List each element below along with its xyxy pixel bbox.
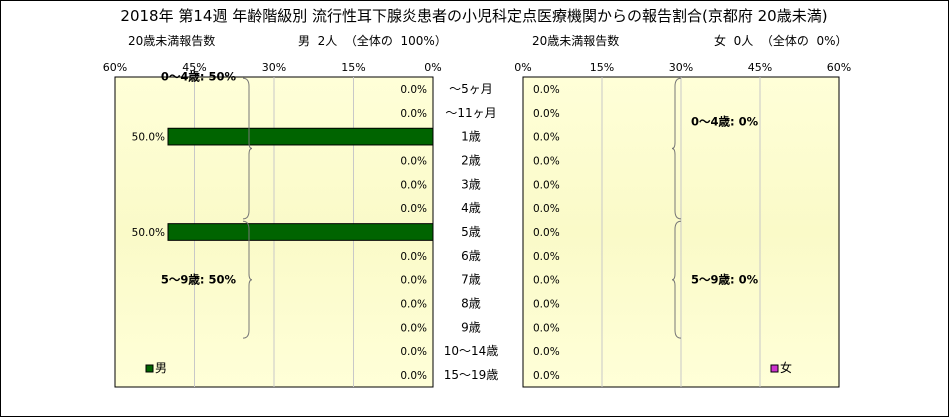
- age-category-label: 9歳: [461, 320, 481, 334]
- female-value-label: 0.0%: [533, 322, 560, 334]
- female-value-label: 0.0%: [533, 108, 560, 120]
- left-group-brace: [242, 77, 253, 220]
- right-x-tick-label: 0%: [514, 61, 531, 74]
- female-value-label: 0.0%: [533, 251, 560, 263]
- female-value-label: 0.0%: [533, 370, 560, 382]
- age-category-label: 8歳: [461, 297, 481, 311]
- right-group-brace: [671, 77, 682, 220]
- female-value-label: 0.0%: [533, 227, 560, 239]
- right-group-label: 0～4歳: 0%: [691, 115, 759, 129]
- age-category-label: 1歳: [461, 130, 481, 144]
- female-value-label: 0.0%: [533, 275, 560, 287]
- age-category-label: 6歳: [461, 249, 481, 263]
- male-value-label: 0.0%: [400, 299, 427, 311]
- right-x-tick-label: 15%: [590, 61, 614, 74]
- left-group-brace: [242, 220, 253, 339]
- female-value-label: 0.0%: [533, 132, 560, 144]
- female-legend-label: 女: [780, 360, 792, 375]
- male-value-label: 0.0%: [400, 203, 427, 215]
- male-bar: [167, 127, 434, 146]
- age-category-label: 3歳: [461, 177, 481, 191]
- chart-title: 2018年 第14週 年齢階級別 流行性耳下腺炎患者の小児科定点医療機関からの報…: [120, 7, 827, 25]
- left-x-tick-label: 60%: [103, 61, 127, 74]
- female-value-label: 0.0%: [533, 299, 560, 311]
- right-subtitle: 20歳未満報告数: [532, 33, 619, 48]
- male-value-label: 0.0%: [400, 346, 427, 358]
- male-value-label: 0.0%: [400, 179, 427, 191]
- female-legend-swatch: [770, 364, 779, 373]
- male-value-label: 0.0%: [400, 84, 427, 96]
- male-value-label: 50.0%: [132, 227, 165, 239]
- left-subtitle: 20歳未満報告数: [128, 33, 215, 48]
- female-value-label: 0.0%: [533, 155, 560, 167]
- male-bar: [167, 223, 434, 241]
- age-category-label: ～5ヶ月: [449, 82, 493, 96]
- age-category-label: 5歳: [461, 225, 481, 239]
- left-summary: 男 2人 （全体の 100%）: [298, 33, 447, 48]
- male-value-label: 0.0%: [400, 322, 427, 334]
- male-value-label: 0.0%: [400, 155, 427, 167]
- right-x-tick-label: 45%: [748, 61, 772, 74]
- age-category-label: 7歳: [461, 273, 481, 287]
- age-category-label: ～11ヶ月: [445, 106, 496, 120]
- male-value-label: 0.0%: [400, 251, 427, 263]
- male-value-label: 0.0%: [400, 275, 427, 287]
- age-category-label: 4歳: [461, 201, 481, 215]
- left-group-label: 0～4歳: 50%: [161, 70, 237, 84]
- left-group-label: 5～9歳: 50%: [161, 273, 237, 287]
- right-group-label: 5～9歳: 0%: [691, 273, 759, 287]
- right-summary: 女 0人 （全体の 0%）: [714, 33, 848, 48]
- male-legend-swatch: [145, 364, 154, 373]
- right-x-tick-label: 30%: [669, 61, 693, 74]
- age-category-label: 10～14歳: [444, 344, 499, 358]
- left-x-tick-label: 15%: [341, 61, 365, 74]
- female-value-label: 0.0%: [533, 179, 560, 191]
- male-value-label: 0.0%: [400, 108, 427, 120]
- right-x-tick-label: 60%: [827, 61, 851, 74]
- female-value-label: 0.0%: [533, 84, 560, 96]
- age-category-label: 2歳: [461, 153, 481, 167]
- left-x-tick-label: 0%: [424, 61, 441, 74]
- female-value-label: 0.0%: [533, 346, 560, 358]
- male-value-label: 50.0%: [132, 132, 165, 144]
- right-group-brace: [671, 220, 682, 339]
- male-value-label: 0.0%: [400, 370, 427, 382]
- female-value-label: 0.0%: [533, 203, 560, 215]
- age-category-label: 15～19歳: [444, 368, 499, 382]
- left-x-tick-label: 45%: [182, 61, 206, 74]
- male-legend-label: 男: [155, 361, 167, 375]
- left-x-tick-label: 30%: [262, 61, 286, 74]
